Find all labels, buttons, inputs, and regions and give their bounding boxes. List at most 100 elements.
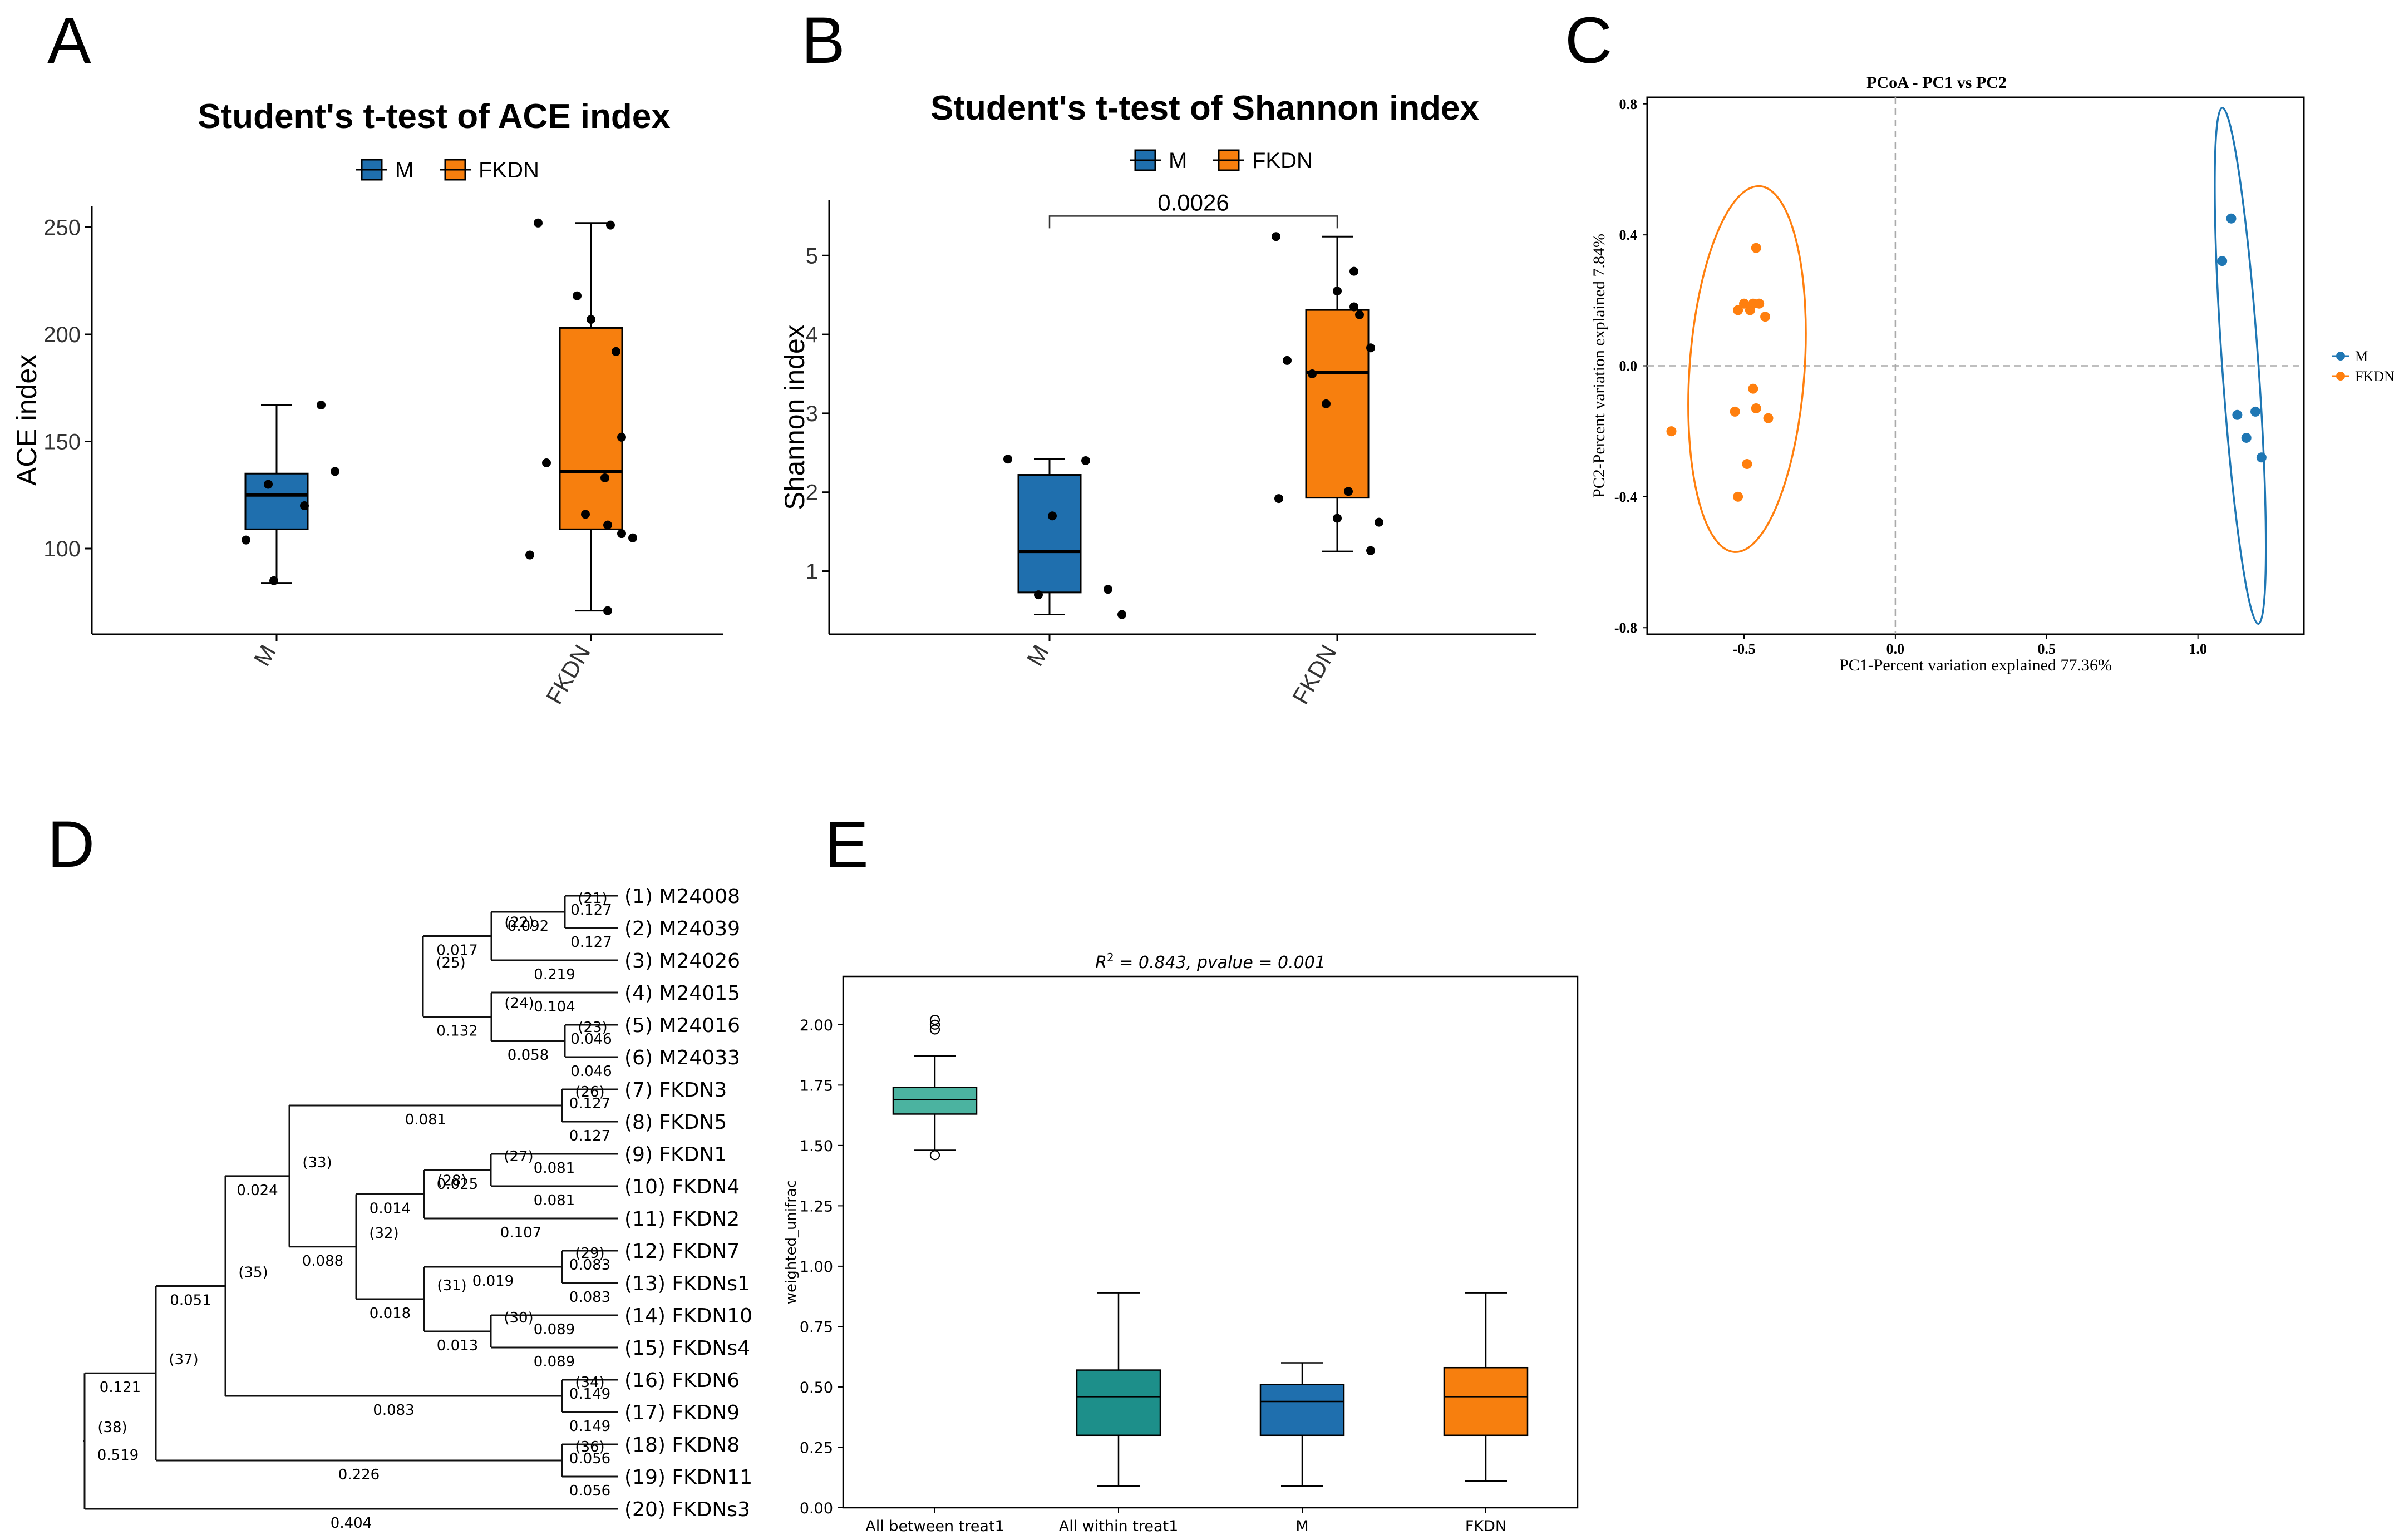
branch-length-label: 0.104: [534, 999, 575, 1015]
ace-index-boxplot: Student's t-test of ACE index M FKDN 100 150…: [11, 97, 723, 709]
title-superscript: 2: [1107, 951, 1114, 964]
y-tick-label: 2: [806, 481, 818, 505]
branch-length-label: 0.051: [170, 1292, 211, 1309]
root-length-label: 0.519: [97, 1447, 139, 1464]
data-point: [606, 220, 615, 230]
pcoa-point-fkdn: [1751, 243, 1761, 253]
data-point: [587, 315, 595, 324]
anosim-boxplot: R2 = 0.843, pvalue = 0.001 0.00 0.25 0.50 0.…: [783, 951, 1579, 1535]
data-point: [1349, 266, 1358, 276]
tip-label: (2) M24039: [624, 917, 740, 940]
box-m: [1017, 458, 1082, 616]
tip-label: (18) FKDN8: [624, 1434, 740, 1457]
data-point: [1283, 356, 1292, 365]
x-tick-label: 0.0: [1886, 641, 1905, 657]
box-m: [244, 404, 309, 584]
tip-label: (6) M24033: [624, 1047, 740, 1069]
y-tick-label: 3: [806, 402, 818, 426]
branch-length-label: 0.025: [437, 1176, 478, 1193]
data-point: [628, 533, 637, 542]
box-group: [1076, 1292, 1161, 1487]
y-tick-label: 1.50: [800, 1138, 833, 1155]
data-point: [1308, 369, 1317, 378]
data-point: [600, 473, 609, 482]
tree-node: 0.024 0.083 (35): [224, 1175, 562, 1419]
box-fkdn: [1305, 235, 1370, 552]
data-point: [603, 520, 612, 530]
box-iqr: [1259, 1384, 1345, 1437]
legend-label-fkdn: FKDN: [479, 158, 539, 182]
data-point: [1048, 511, 1057, 521]
branch-length-label: 0.092: [508, 918, 549, 935]
data-point: [1003, 455, 1012, 464]
pcoa-point-fkdn: [1745, 305, 1755, 315]
data-point: [1272, 232, 1280, 241]
panel-letter-a: A: [47, 4, 91, 77]
branch-length-label: 0.014: [370, 1201, 411, 1217]
legend-label-m: M: [2355, 348, 2368, 364]
pcoa-point-fkdn: [1733, 305, 1743, 315]
panel-letter-e: E: [825, 808, 869, 881]
node-label: (32): [369, 1225, 398, 1242]
node-label: (23): [578, 1019, 607, 1036]
pcoa-point-fkdn: [1760, 312, 1771, 322]
tree-node: 0.104 0.058 (24): [490, 991, 618, 1064]
tip-label: (20) FKDNs3: [624, 1498, 750, 1521]
legend-marker-fkdn: [2336, 372, 2345, 381]
y-tick-label: 1: [806, 560, 818, 584]
node-label: (28): [437, 1173, 466, 1189]
tip-label: (17) FKDN9: [624, 1401, 740, 1424]
x-tick-label: All between treat1: [865, 1518, 1004, 1535]
node-label: (25): [436, 955, 465, 971]
tip-label: (14) FKDN10: [624, 1305, 752, 1327]
node-label: (29): [575, 1245, 604, 1262]
chart-title: Student's t-test of ACE index: [198, 97, 671, 136]
pcoa-point-m: [2241, 432, 2252, 443]
branch-length-label: 0.081: [534, 1192, 575, 1209]
pcoa-point-fkdn: [1666, 426, 1677, 437]
y-tick-label: 0.00: [800, 1500, 833, 1517]
branch-length-label: 0.046: [570, 1063, 612, 1080]
x-tick-label: -0.5: [1732, 641, 1755, 657]
confidence-ellipse-m: [2214, 107, 2267, 625]
node-label: (33): [302, 1154, 332, 1171]
y-tick-label: 0.25: [800, 1439, 833, 1457]
branch-length-label: 0.046: [570, 1031, 612, 1048]
branch-length-label: 0.219: [534, 966, 575, 983]
branch-length-label: 0.083: [569, 1257, 610, 1274]
data-point: [1034, 590, 1043, 600]
data-point: [534, 218, 543, 228]
y-tick-label: 250: [43, 216, 81, 240]
branch-length-label: 0.018: [370, 1305, 411, 1322]
box-iqr: [244, 472, 309, 530]
pcoa-point-m: [2226, 213, 2237, 224]
data-point: [1322, 399, 1331, 408]
pcoa-point-fkdn: [1763, 413, 1774, 423]
branch-length-label: 0.088: [302, 1253, 343, 1270]
panel-letter-d: D: [47, 808, 95, 881]
x-tick-label: FKDN: [1465, 1518, 1506, 1535]
node-label: (31): [437, 1277, 466, 1294]
tip-label: (1) M24008: [624, 885, 740, 908]
branch-length-label: 0.081: [534, 1160, 575, 1177]
branch-length-label: 0.058: [508, 1047, 549, 1064]
tip-label: (16) FKDN6: [624, 1369, 740, 1392]
x-axis-label: PC1-Percent variation explained 77.36%: [1839, 656, 2112, 674]
pcoa-point-fkdn: [1751, 403, 1761, 413]
node-label: (22): [504, 915, 534, 931]
y-axis-label: ACE index: [11, 354, 42, 486]
y-tick-label: 0.75: [800, 1319, 833, 1336]
node-label: (27): [504, 1148, 533, 1165]
data-point: [612, 347, 620, 356]
confidence-ellipse-fkdn: [1687, 185, 1807, 553]
box-iqr: [559, 327, 623, 530]
branch-length-label: 0.107: [500, 1225, 541, 1241]
data-point: [1333, 287, 1342, 296]
plot-frame: [842, 975, 1579, 1509]
tip-label: (3) M24026: [624, 950, 740, 973]
y-tick-label: 150: [43, 430, 81, 455]
legend-label-m: M: [395, 158, 413, 182]
data-point: [542, 458, 551, 467]
data-point: [1355, 310, 1364, 319]
pcoa-point-fkdn: [1754, 298, 1765, 309]
